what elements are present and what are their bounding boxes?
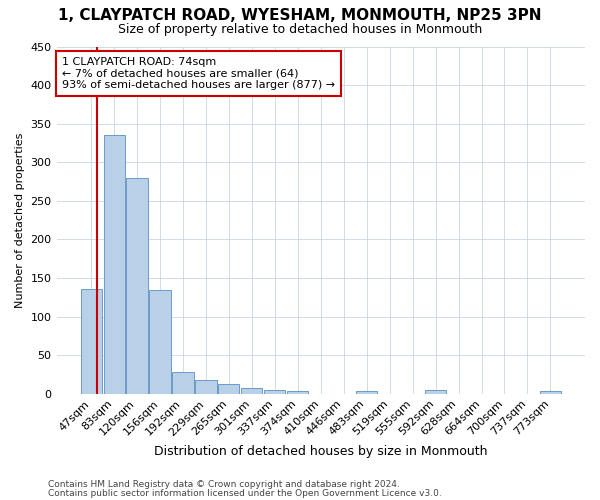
Bar xyxy=(218,384,239,394)
Bar xyxy=(172,372,194,394)
Text: Contains HM Land Registry data © Crown copyright and database right 2024.: Contains HM Land Registry data © Crown c… xyxy=(48,480,400,489)
Text: 1, CLAYPATCH ROAD, WYESHAM, MONMOUTH, NP25 3PN: 1, CLAYPATCH ROAD, WYESHAM, MONMOUTH, NP… xyxy=(58,8,542,22)
Bar xyxy=(127,178,148,394)
Bar xyxy=(149,290,170,394)
Bar xyxy=(425,390,446,394)
Bar xyxy=(196,380,217,394)
Text: Size of property relative to detached houses in Monmouth: Size of property relative to detached ho… xyxy=(118,22,482,36)
Y-axis label: Number of detached properties: Number of detached properties xyxy=(15,132,25,308)
Text: 1 CLAYPATCH ROAD: 74sqm
← 7% of detached houses are smaller (64)
93% of semi-det: 1 CLAYPATCH ROAD: 74sqm ← 7% of detached… xyxy=(62,57,335,90)
Text: Contains public sector information licensed under the Open Government Licence v3: Contains public sector information licen… xyxy=(48,488,442,498)
Bar xyxy=(104,135,125,394)
Bar xyxy=(540,390,561,394)
Bar xyxy=(241,388,262,394)
Bar xyxy=(287,390,308,394)
Bar xyxy=(356,390,377,394)
Bar xyxy=(80,289,101,394)
X-axis label: Distribution of detached houses by size in Monmouth: Distribution of detached houses by size … xyxy=(154,444,488,458)
Bar xyxy=(264,390,286,394)
